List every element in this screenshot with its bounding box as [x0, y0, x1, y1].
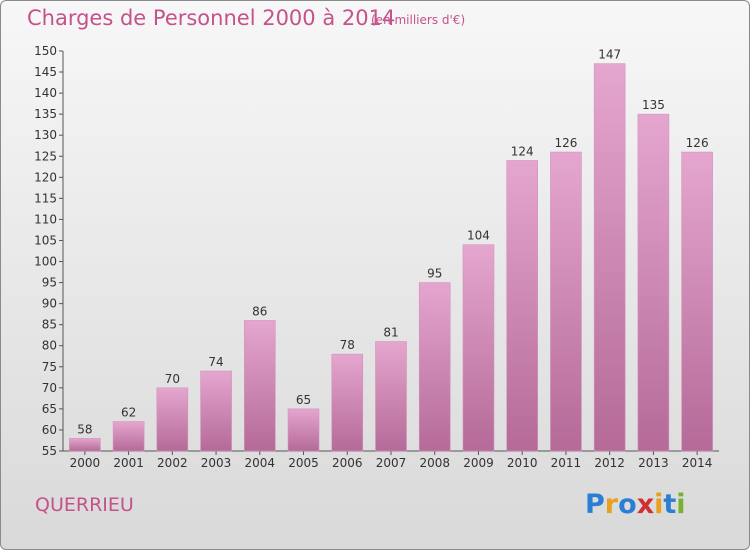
bar-2001: [112, 421, 145, 452]
data-label-2008: 95: [427, 267, 442, 281]
bar-2003: [200, 370, 232, 452]
y-tick-label: 110: [34, 212, 57, 226]
data-label-2004: 86: [252, 304, 267, 318]
x-tick-label: 2006: [332, 456, 363, 470]
data-label-2010: 124: [511, 144, 534, 158]
y-tick-label: 95: [42, 276, 57, 290]
bar-2012: [593, 63, 626, 452]
bar-2005: [287, 408, 320, 452]
data-label-2007: 81: [383, 326, 398, 340]
y-tick-label: 140: [34, 86, 57, 100]
data-label-2011: 126: [554, 136, 577, 150]
logo-letter: x: [636, 489, 655, 520]
x-tick-label: 2010: [507, 456, 538, 470]
logo-letter: t: [663, 489, 677, 520]
data-label-2012: 147: [598, 48, 621, 62]
logo-letter: i: [676, 489, 686, 520]
y-tick-label: 65: [42, 402, 57, 416]
x-tick-label: 2007: [376, 456, 407, 470]
y-tick-label: 135: [34, 107, 57, 121]
x-tick-label: 2000: [70, 456, 101, 470]
y-tick-label: 130: [34, 128, 57, 142]
bar-2009: [462, 244, 495, 452]
bar-2002: [156, 387, 189, 452]
x-tick-label: 2003: [201, 456, 232, 470]
y-axis: 55 60 65 70 75 80 85 90 95 100 105 110 115 120 125 130 1…: [34, 44, 64, 458]
y-tick-label: 150: [34, 44, 57, 58]
y-tick-label: 145: [34, 65, 57, 79]
x-tick-label: 2008: [419, 456, 450, 470]
bar-2014: [681, 151, 713, 452]
x-tick-label: 2002: [157, 456, 188, 470]
bar-2007: [375, 341, 407, 452]
x-axis: 2000 2001 2002 2003 2004 2005 2006 2007 2008 2009…: [63, 450, 719, 470]
bar-2010: [506, 160, 539, 452]
bar-2008: [418, 282, 451, 452]
chart-title: Charges de Personnel 2000 à 2014: [27, 6, 396, 30]
y-tick-label: 80: [42, 339, 57, 353]
data-label-2014: 126: [686, 136, 709, 150]
bar-2011: [550, 151, 582, 452]
logo-letter: P: [585, 489, 605, 520]
y-tick-label: 115: [34, 191, 57, 205]
logo-letter: r: [604, 489, 619, 520]
commune-name: QUERRIEU: [35, 494, 134, 516]
y-tick-label: 100: [34, 255, 57, 269]
x-tick-label: 2004: [245, 456, 276, 470]
data-label-2009: 104: [467, 229, 490, 243]
data-label-2006: 78: [340, 338, 355, 352]
y-tick-label: 75: [42, 360, 57, 374]
data-label-2001: 62: [121, 406, 136, 420]
y-tick-label: 125: [34, 149, 57, 163]
y-tick-label: 120: [34, 170, 57, 184]
x-tick-label: 2005: [288, 456, 319, 470]
y-tick-label: 90: [42, 297, 57, 311]
y-tick-label: 70: [42, 381, 57, 395]
x-tick-label: 2001: [113, 456, 144, 470]
bar-2006: [331, 353, 364, 452]
x-tick-label: 2011: [551, 456, 582, 470]
y-tick-label: 55: [42, 444, 57, 458]
data-label-2005: 65: [296, 393, 311, 407]
logo-letter: o: [618, 489, 637, 520]
x-tick-label: 2009: [463, 456, 494, 470]
x-tick-label: 2013: [638, 456, 669, 470]
unit-note: (en milliers d'€): [371, 13, 466, 27]
x-tick-label: 2014: [682, 456, 713, 470]
data-label-2003: 74: [208, 355, 223, 369]
data-label-2002: 70: [165, 372, 180, 386]
x-tick-label: 2012: [594, 456, 625, 470]
logo-letter: i: [654, 489, 664, 520]
data-labels: 58 62 70 74 86 65 78 81 95 104 124 126 147 135 126: [77, 48, 708, 437]
bars: [69, 63, 713, 452]
proxiti-logo: Proxiti: [585, 489, 686, 520]
y-tick-label: 105: [34, 233, 57, 247]
bar-2000: [69, 438, 101, 452]
bar-2013: [637, 113, 670, 452]
data-label-2000: 58: [77, 422, 92, 436]
bar-2004: [244, 320, 276, 452]
y-tick-label: 85: [42, 318, 57, 332]
data-label-2013: 135: [642, 98, 665, 112]
y-tick-label: 60: [42, 423, 57, 437]
